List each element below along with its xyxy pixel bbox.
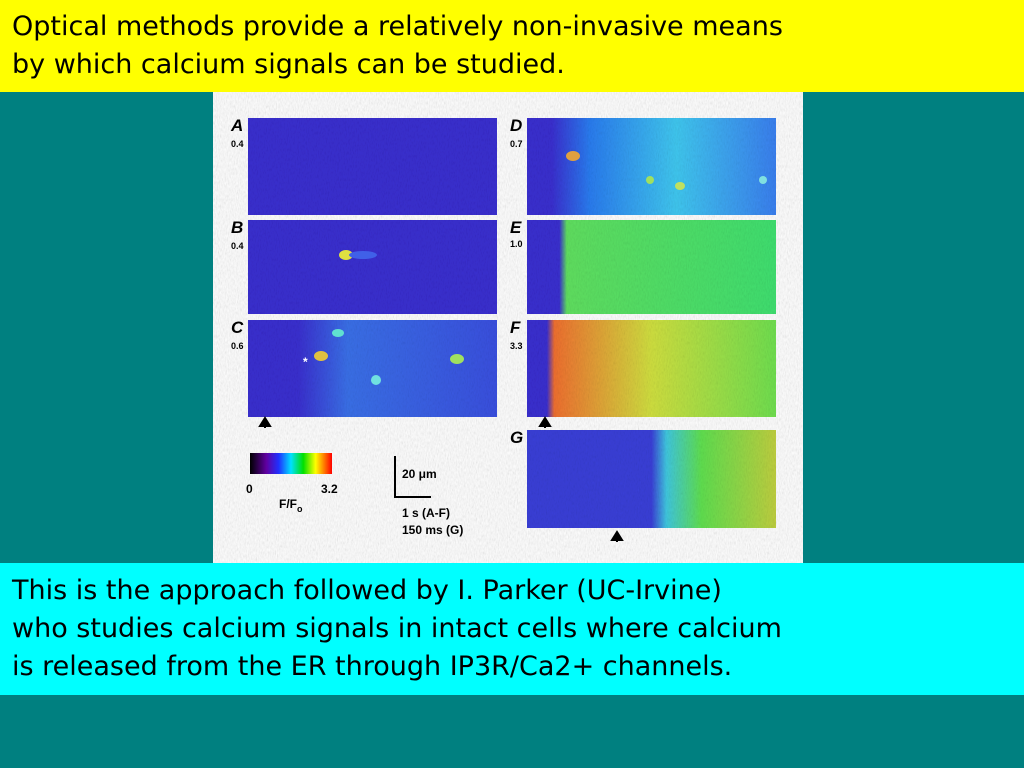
scale-time: 1 s (A-F) — [402, 506, 450, 520]
panel-value: 0.7 — [510, 139, 523, 149]
colorbar-max: 3.2 — [321, 482, 338, 496]
panel-image — [527, 320, 776, 417]
panel-value: 0.4 — [231, 139, 244, 149]
header-line: Optical methods provide a relatively non… — [12, 11, 783, 42]
arrow — [538, 416, 552, 428]
body-line: who studies calcium signals in intact ce… — [12, 613, 782, 644]
panel-value: 0.4 — [231, 241, 244, 251]
header-line: by which calcium signals can be studied. — [12, 49, 565, 80]
body-line: is released from the ER through IP3R/Ca2… — [12, 651, 733, 682]
header: Optical methods provide a relatively non… — [0, 0, 1024, 92]
panel-image — [527, 118, 776, 215]
scale-bar — [394, 456, 431, 498]
panel-image — [248, 118, 497, 215]
sparks — [314, 151, 767, 385]
panel-value: 1.0 — [510, 239, 523, 249]
panel-value: 3.3 — [510, 341, 523, 351]
panel-image — [527, 430, 776, 528]
panel-letter: F — [510, 318, 521, 337]
arrow — [610, 530, 624, 542]
scale-length: 20 μm — [402, 467, 437, 481]
figure: A 0.4 B 0.4 C 0.6 D 0.7 E 1.0 F 3.3 G * … — [213, 92, 803, 563]
panel-value: 0.6 — [231, 341, 244, 351]
scale-time: 150 ms (G) — [402, 523, 463, 537]
arrow — [258, 416, 272, 428]
panel-letter: D — [510, 116, 522, 135]
colorbar-min: 0 — [246, 482, 253, 496]
panel-letter: G — [510, 428, 523, 447]
colorbar-label-sub: o — [297, 504, 303, 514]
colorbar-label: F/Fo — [279, 497, 303, 514]
panel-letter: E — [510, 218, 522, 237]
colorbar-label-main: F/F — [279, 497, 297, 511]
body-text: This is the approach followed by I. Park… — [0, 563, 1024, 695]
colorbar — [250, 453, 332, 474]
body-line: This is the approach followed by I. Park… — [12, 575, 722, 606]
panel-letter: B — [231, 218, 243, 237]
panel-letter: A — [230, 116, 243, 135]
panel-image — [248, 320, 497, 417]
panel-image — [527, 220, 776, 314]
panel-letter: C — [231, 318, 244, 337]
panel-image — [248, 220, 497, 314]
asterisk: * — [303, 355, 308, 369]
